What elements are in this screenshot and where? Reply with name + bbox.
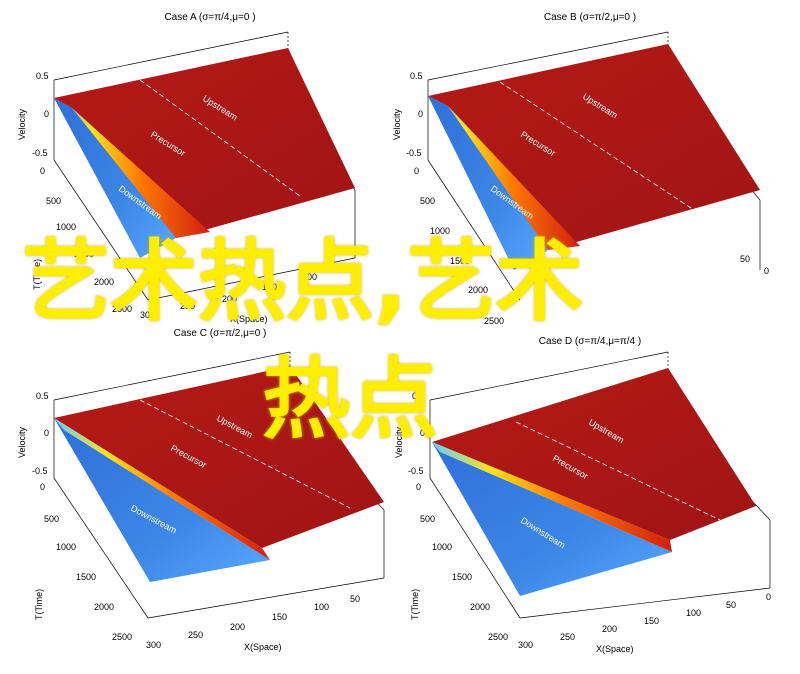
- x-tick: 300: [146, 640, 161, 650]
- panel-case-a: Case A (σ=π/4,μ=0 ) Upstream Precursor D…: [17, 12, 356, 324]
- t-tick: 1500: [450, 256, 470, 266]
- t-tick: 2000: [468, 285, 488, 295]
- x-axis-label: X(Space): [230, 314, 268, 324]
- t-tick: 500: [420, 514, 435, 524]
- panel-case-c: Case C (σ=π/2,μ=0 ) Upstream Precursor D…: [17, 328, 385, 652]
- t-tick: 2000: [94, 602, 114, 612]
- x-tick: 150: [272, 612, 287, 622]
- panel-title: Case C (σ=π/2,μ=0 ): [174, 328, 267, 339]
- t-tick: 2500: [484, 316, 504, 326]
- x-tick: 100: [302, 272, 317, 282]
- downstream-surface: [428, 96, 548, 270]
- x-tick: 250: [180, 301, 195, 311]
- panel-title: Case D (σ=π/4,μ=π/4 ): [539, 336, 641, 347]
- z-tick: 0: [44, 109, 49, 119]
- z-axis-label: Velocity: [17, 426, 27, 458]
- x-tick: 200: [230, 622, 245, 632]
- z-axis-label: Velocity: [17, 108, 27, 140]
- z-tick: -0.5: [32, 148, 48, 158]
- t-tick: 1500: [76, 572, 96, 582]
- t-tick: 1500: [452, 572, 472, 582]
- front-line: [515, 421, 721, 521]
- z-axis-label: Velocity: [394, 426, 404, 458]
- x-tick: 50: [336, 264, 346, 274]
- t-tick: 2500: [488, 632, 508, 642]
- panel-case-d: Case D (σ=π/4,μ=π/4 ) Upstream Precursor…: [394, 336, 771, 654]
- t-tick: 2000: [470, 602, 490, 612]
- downstream-surface: [54, 418, 270, 582]
- z-tick: 0: [418, 109, 423, 119]
- x-tick: 0: [766, 592, 771, 602]
- t-tick: 0: [40, 482, 45, 492]
- t-tick: 1000: [430, 226, 450, 236]
- x-axis-label: X(Space): [596, 644, 634, 654]
- t-tick: 0: [414, 166, 419, 176]
- precursor-band: [54, 418, 270, 560]
- z-tick: -0.5: [32, 466, 48, 476]
- x-tick: 200: [222, 294, 237, 304]
- t-axis-label: T(Time): [34, 589, 44, 620]
- x-tick: 250: [560, 632, 575, 642]
- x-tick: 300: [518, 640, 533, 650]
- t-tick: 0: [416, 482, 421, 492]
- z-tick: 0: [420, 428, 425, 438]
- downstream-surface: [432, 442, 672, 596]
- upstream-surface: [54, 366, 384, 548]
- upstream-surface: [54, 48, 355, 238]
- z-tick: 0.5: [412, 391, 425, 401]
- z-tick: -0.5: [408, 466, 424, 476]
- x-tick: 300: [140, 310, 155, 320]
- x-tick: 0: [764, 266, 769, 276]
- x-tick: 100: [314, 602, 329, 612]
- z-tick: 0.5: [36, 71, 49, 81]
- z-axis-label: Velocity: [392, 108, 402, 140]
- t-tick: 2000: [94, 277, 114, 287]
- front-line: [139, 399, 351, 509]
- t-tick: 500: [44, 514, 59, 524]
- t-tick: 2500: [112, 632, 132, 642]
- t-tick: 1500: [74, 249, 94, 259]
- x-tick: 50: [350, 594, 360, 604]
- t-tick: 500: [420, 196, 435, 206]
- x-tick: 150: [644, 616, 659, 626]
- t-tick: 500: [46, 196, 61, 206]
- x-tick: 50: [740, 254, 750, 264]
- x-tick: 250: [188, 630, 203, 640]
- panel-title: Case A (σ=π/4,μ=0 ): [164, 12, 255, 23]
- t-tick: 1000: [432, 542, 452, 552]
- t-axis-label: T(Time): [410, 589, 420, 620]
- x-tick: 150: [262, 282, 277, 292]
- t-axis-label: T(Time): [32, 259, 42, 290]
- x-axis-label: X(Space): [244, 642, 282, 652]
- x-tick: 100: [686, 608, 701, 618]
- t-tick: 2500: [112, 304, 132, 314]
- front-line: [139, 79, 301, 197]
- z-tick: 0: [44, 428, 49, 438]
- x-tick: 200: [602, 624, 617, 634]
- t-tick: 0: [40, 166, 45, 176]
- precursor-band: [432, 442, 672, 552]
- t-tick: 1000: [56, 222, 76, 232]
- panel-case-b: Case B (σ=π/2,μ=0 ) Upstream Precursor D…: [392, 12, 769, 326]
- x-tick: 50: [726, 600, 736, 610]
- t-tick: 1000: [56, 542, 76, 552]
- panel-title: Case B (σ=π/2,μ=0 ): [544, 12, 636, 23]
- precursor-band: [54, 98, 210, 238]
- z-tick: 0.5: [410, 71, 423, 81]
- upstream-surface: [432, 368, 756, 540]
- z-tick: 0.5: [36, 391, 49, 401]
- downstream-surface: [54, 98, 176, 258]
- z-tick: -0.5: [406, 148, 422, 158]
